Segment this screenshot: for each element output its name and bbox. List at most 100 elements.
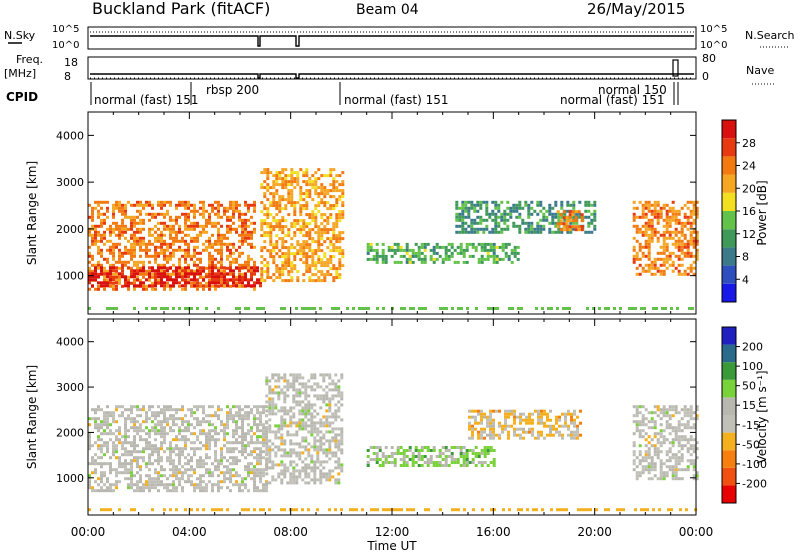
velocity-echo-cell [498,433,501,437]
power-echo-cell [260,183,264,187]
velocity-echo-cell [525,418,528,422]
velocity-echo-cell [680,444,684,448]
velocity-echo-cell [163,435,166,439]
power-echo-cell [497,230,501,234]
power-echo-cell [202,224,205,228]
velocity-echo-cell [214,441,217,445]
velocity-echo-cell [334,409,338,413]
power-echo-cell [193,227,196,231]
velocity-echo-cell [265,468,268,472]
power-echo-cell [332,234,336,238]
power-echo-cell [106,284,109,288]
velocity-echo-cell [304,427,308,431]
velocity-echo-cell [208,435,211,439]
velocity-echo-cell [316,421,320,425]
velocity-echo-cell [641,456,645,460]
velocity-echo-cell [172,408,175,412]
power-echo-cell [275,192,279,196]
power-echo-cell [269,225,273,229]
power-echo-cell [453,248,457,252]
velocity-echo-cell [310,403,314,407]
velocity-echo-cell [118,429,121,433]
velocity-echo-cell [244,438,247,442]
velocity-echo-cell [94,468,97,472]
velocity-echo-cell [268,403,272,407]
power-echo-cell [692,206,696,210]
power-echo-cell [470,221,474,225]
power-echo-cell [148,233,151,237]
velocity-echo-cell [328,439,332,443]
power-echo-cell [329,216,333,220]
power-echo-cell [241,227,244,231]
velocity-echo-cell [205,453,208,457]
power-echo-cell [281,240,285,244]
power-echo-cell [166,278,169,282]
nave-tick-bottom: 0 [702,70,709,83]
power-echo-cell [290,252,294,256]
velocity-echo-cell [124,420,127,424]
power-echo-cell [154,251,157,255]
velocity-echo-cell [202,408,205,412]
velocity-echo-cell [166,408,169,412]
velocity-echo-cell [289,406,293,410]
velocity-echo-cell [241,477,244,481]
velocity-echo-cell [671,438,675,442]
power-echo-cell [287,246,291,250]
power-echo-cell [296,249,300,253]
power-echo-cell [178,245,181,249]
power-echo-cell [272,225,276,229]
power-echo-cell [139,248,142,252]
power-echo-cell [281,198,285,202]
velocity-echo-cell [175,411,178,415]
velocity-echo-cell [325,394,329,398]
velocity-echo-cell [208,432,211,436]
velocity-echo-cell [495,433,498,437]
velocity-echo-cell [202,459,205,463]
velocity-echo-cell [211,429,214,433]
velocity-echo-cell [127,477,130,481]
power-echo-cell [121,224,124,228]
velocity-echo-cell [286,454,290,458]
power-echo-cell [677,218,681,222]
velocity-echo-cell [513,427,516,431]
velocity-echo-cell [635,405,639,409]
velocity-echo-cell [662,471,666,475]
velocity-echo-cell [414,461,418,464]
power-echo-cell [320,222,324,226]
power-echo-cell [100,206,103,210]
power-echo-cell [88,287,91,291]
velocity-echo-cell [151,483,154,487]
power-echo-cell [284,186,288,190]
velocity-echo-cell [217,408,220,412]
power-echo-cell [187,203,190,207]
power-colorbar-swatch [722,156,736,175]
velocity-echo-cell [139,408,142,412]
power-echo-cell [175,206,178,210]
power-echo-cell [572,227,576,231]
power-echo-cell [290,168,294,172]
velocity-echo-cell [331,388,335,392]
power-echo-cell [281,207,285,211]
velocity-echo-cell [202,411,205,415]
power-echo-cell [329,267,333,271]
power-echo-cell [238,306,241,310]
velocity-echo-cell [307,403,311,407]
power-echo-cell [281,180,285,184]
velocity-echo-cell [319,421,323,425]
velocity-echo-cell [226,447,229,451]
power-echo-cell [124,281,127,285]
power-echo-cell [536,224,540,228]
power-echo-cell [250,233,253,237]
velocity-echo-cell [561,412,564,416]
velocity-echo-cell [301,469,305,473]
velocity-echo-cell [307,400,311,404]
velocity-echo-cell [214,414,217,418]
velocity-echo-cell [217,474,220,478]
power-echo-cell [160,242,163,246]
power-echo-cell [199,233,202,237]
velocity-echo-cell [133,417,136,421]
power-echo-cell [275,207,279,211]
power-echo-cell [497,215,501,219]
power-echo-cell [94,287,97,291]
power-echo-cell [205,218,208,222]
